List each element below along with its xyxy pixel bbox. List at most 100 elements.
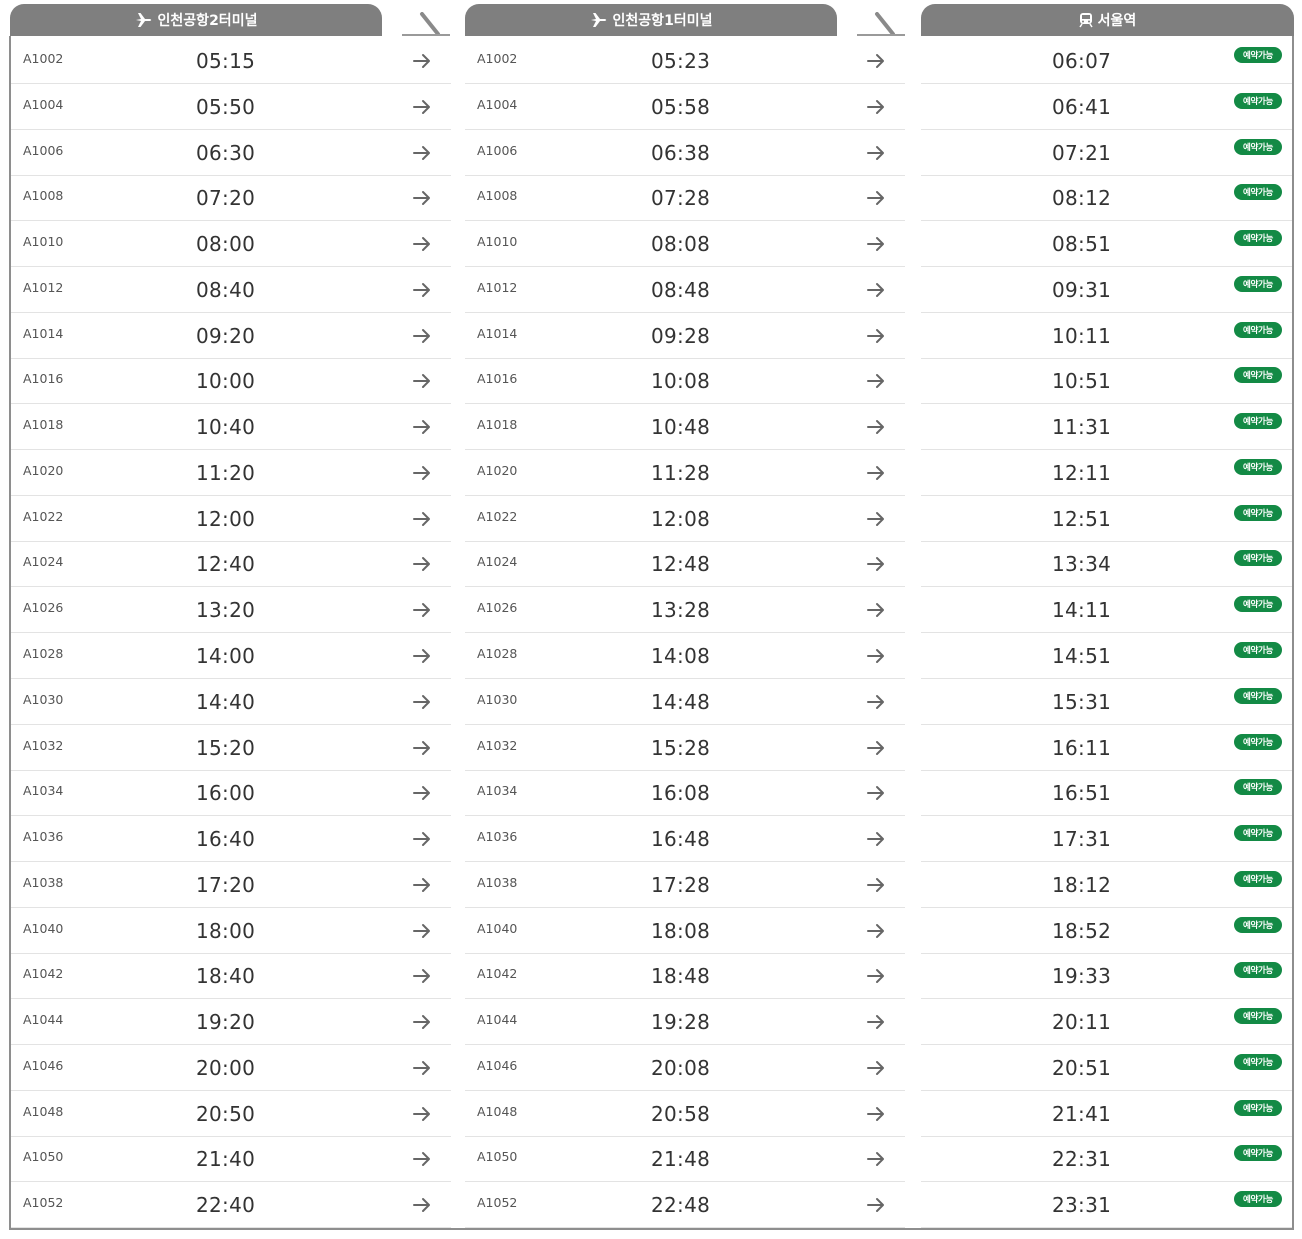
departure-time: 22:40: [196, 1193, 256, 1217]
reservation-available-badge[interactable]: 예약가능: [1234, 779, 1282, 795]
train-number: A1048: [23, 1104, 64, 1119]
cell-terminal2: A1008 07:20: [11, 175, 451, 221]
reservation-available-badge[interactable]: 예약가능: [1234, 184, 1282, 200]
reservation-available-badge[interactable]: 예약가능: [1234, 139, 1282, 155]
cell-terminal2: A1022 12:00: [11, 496, 451, 542]
cell-seoul-station: 12:11 예약가능: [921, 450, 1292, 496]
arrow-right-icon: [865, 599, 887, 621]
reservation-available-badge[interactable]: 예약가능: [1234, 276, 1282, 292]
cell-terminal1: A1040 18:08: [465, 908, 905, 954]
arrow-right-icon: [411, 874, 433, 896]
reservation-available-badge[interactable]: 예약가능: [1234, 550, 1282, 566]
train-number: A1010: [477, 234, 518, 249]
departure-time: 20:58: [651, 1102, 711, 1126]
arrow-right-icon: [411, 1011, 433, 1033]
departure-time: 05:58: [651, 95, 711, 119]
arrow-right-icon: [865, 1057, 887, 1079]
reservation-available-badge[interactable]: 예약가능: [1234, 825, 1282, 841]
arrow-right-icon: [411, 1194, 433, 1216]
table-row: A1034 16:00 A1034 16:08 16:51 예약가능: [11, 770, 1292, 816]
departure-time: 16:40: [196, 827, 256, 851]
train-number: A1024: [23, 554, 64, 569]
departure-time: 16:11: [1052, 736, 1112, 760]
train-number: A1050: [477, 1149, 518, 1164]
arrow-right-icon: [865, 1194, 887, 1216]
cell-seoul-station: 20:11 예약가능: [921, 999, 1292, 1045]
reservation-available-badge[interactable]: 예약가능: [1234, 47, 1282, 63]
reservation-available-badge[interactable]: 예약가능: [1234, 962, 1282, 978]
arrow-right-icon: [411, 599, 433, 621]
reservation-available-badge[interactable]: 예약가능: [1234, 1191, 1282, 1207]
cell-seoul-station: 14:11 예약가능: [921, 587, 1292, 633]
train-number: A1046: [23, 1058, 64, 1073]
train-number: A1002: [477, 51, 518, 66]
reservation-available-badge[interactable]: 예약가능: [1234, 871, 1282, 887]
reservation-available-badge[interactable]: 예약가능: [1234, 1054, 1282, 1070]
table-row: A1030 14:40 A1030 14:48 15:31 예약가능: [11, 679, 1292, 725]
reservation-available-badge[interactable]: 예약가능: [1234, 1100, 1282, 1116]
departure-time: 20:08: [651, 1056, 711, 1080]
reservation-available-badge[interactable]: 예약가능: [1234, 322, 1282, 338]
cell-seoul-station: 10:11 예약가능: [921, 313, 1292, 359]
arrow-right-icon: [865, 279, 887, 301]
cell-terminal1: A1010 08:08: [465, 221, 905, 267]
arrow-right-icon: [411, 782, 433, 804]
reservation-available-badge[interactable]: 예약가능: [1234, 734, 1282, 750]
cell-seoul-station: 11:31 예약가능: [921, 404, 1292, 450]
reservation-available-badge[interactable]: 예약가능: [1234, 688, 1282, 704]
cell-terminal1: A1014 09:28: [465, 313, 905, 359]
train-number: A1008: [23, 188, 64, 203]
train-number: A1022: [23, 509, 64, 524]
cell-terminal2: A1028 14:00: [11, 633, 451, 679]
arrow-right-icon: [865, 370, 887, 392]
reservation-available-badge[interactable]: 예약가능: [1234, 1145, 1282, 1161]
reservation-available-badge[interactable]: 예약가능: [1234, 93, 1282, 109]
departure-time: 11:20: [196, 461, 256, 485]
cell-terminal2: A1016 10:00: [11, 358, 451, 404]
cell-terminal2: A1034 16:00: [11, 770, 451, 816]
arrow-right-icon: [411, 279, 433, 301]
train-number: A1004: [23, 97, 64, 112]
table-row: A1022 12:00 A1022 12:08 12:51 예약가능: [11, 496, 1292, 542]
arrow-right-icon: [411, 828, 433, 850]
departure-time: 14:51: [1052, 644, 1112, 668]
departure-time: 22:31: [1052, 1147, 1112, 1171]
departure-time: 15:20: [196, 736, 256, 760]
arrow-right-icon: [865, 645, 887, 667]
reservation-available-badge[interactable]: 예약가능: [1234, 917, 1282, 933]
reservation-available-badge[interactable]: 예약가능: [1234, 230, 1282, 246]
table-row: A1048 20:50 A1048 20:58 21:41 예약가능: [11, 1091, 1292, 1137]
reservation-available-badge[interactable]: 예약가능: [1234, 596, 1282, 612]
train-number: A1010: [23, 234, 64, 249]
reservation-available-badge[interactable]: 예약가능: [1234, 642, 1282, 658]
train-number: A1042: [477, 966, 518, 981]
table-row: A1010 08:00 A1010 08:08 08:51 예약가능: [11, 221, 1292, 267]
cell-seoul-station: 06:41 예약가능: [921, 84, 1292, 130]
reservation-available-badge[interactable]: 예약가능: [1234, 1008, 1282, 1024]
arrow-right-icon: [865, 187, 887, 209]
reservation-available-badge[interactable]: 예약가능: [1234, 367, 1282, 383]
train-number: A1006: [477, 143, 518, 158]
departure-time: 22:48: [651, 1193, 711, 1217]
arrow-right-icon: [865, 1011, 887, 1033]
departure-time: 09:31: [1052, 278, 1112, 302]
departure-time: 10:11: [1052, 324, 1112, 348]
train-number: A1022: [477, 509, 518, 524]
reservation-available-badge[interactable]: 예약가능: [1234, 413, 1282, 429]
arrow-right-icon: [411, 416, 433, 438]
cell-seoul-station: 09:31 예약가능: [921, 267, 1292, 313]
cell-terminal1: A1046 20:08: [465, 1045, 905, 1091]
cell-terminal1: A1048 20:58: [465, 1091, 905, 1137]
departure-time: 06:41: [1052, 95, 1112, 119]
cell-seoul-station: 07:21 예약가능: [921, 130, 1292, 176]
arrow-right-icon: [865, 782, 887, 804]
reservation-available-badge[interactable]: 예약가능: [1234, 459, 1282, 475]
arrow-right-icon: [865, 553, 887, 575]
arrow-right-icon: [411, 1057, 433, 1079]
reservation-available-badge[interactable]: 예약가능: [1234, 505, 1282, 521]
table-row: A1026 13:20 A1026 13:28 14:11 예약가능: [11, 587, 1292, 633]
departure-time: 19:20: [196, 1010, 256, 1034]
departure-time: 23:31: [1052, 1193, 1112, 1217]
cell-terminal2: A1052 22:40: [11, 1182, 451, 1228]
departure-time: 08:12: [1052, 186, 1112, 210]
